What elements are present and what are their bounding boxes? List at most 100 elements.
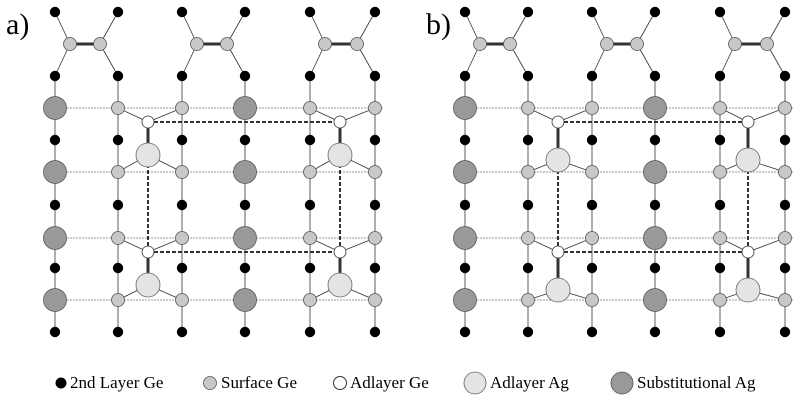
- ag-atom: [546, 148, 570, 172]
- legend-icon: [334, 377, 347, 390]
- black-atom: [113, 7, 123, 17]
- surf-atom: [631, 38, 644, 51]
- black-atom: [305, 263, 315, 273]
- black-atom: [523, 135, 533, 145]
- surf-atom: [761, 38, 774, 51]
- black-atom: [460, 135, 470, 145]
- black-atom: [305, 200, 315, 210]
- black-atom: [240, 7, 250, 17]
- black-atom: [50, 7, 60, 17]
- surf-atom: [176, 166, 189, 179]
- black-atom: [715, 7, 725, 17]
- surf-atom: [64, 38, 77, 51]
- black-atom: [715, 200, 725, 210]
- black-atom: [177, 71, 187, 81]
- black-atom: [460, 327, 470, 337]
- surf-atom: [94, 38, 107, 51]
- surf-atom: [369, 294, 382, 307]
- black-atom: [370, 71, 380, 81]
- figure: a) b) 2nd Layer Ge Surface Ge Adlayer Ge…: [0, 0, 803, 403]
- surf-atom: [369, 102, 382, 115]
- sub-atom: [454, 161, 477, 184]
- surf-atom: [522, 232, 535, 245]
- black-atom: [305, 7, 315, 17]
- black-atom: [113, 135, 123, 145]
- black-atom: [715, 71, 725, 81]
- surf-atom: [221, 38, 234, 51]
- sub-atom: [644, 97, 667, 120]
- black-atom: [177, 135, 187, 145]
- surf-atom: [191, 38, 204, 51]
- black-atom: [460, 71, 470, 81]
- surf-atom: [586, 102, 599, 115]
- black-atom: [305, 135, 315, 145]
- black-atom: [460, 200, 470, 210]
- panel-label: a): [6, 8, 29, 41]
- surf-atom: [522, 294, 535, 307]
- black-atom: [587, 135, 597, 145]
- black-atom: [370, 327, 380, 337]
- ad-atom: [334, 116, 346, 128]
- surf-atom: [779, 102, 792, 115]
- sub-atom: [44, 227, 67, 250]
- surf-atom: [369, 166, 382, 179]
- black-atom: [370, 7, 380, 17]
- black-atom: [523, 7, 533, 17]
- legend-label: Adlayer Ge: [350, 373, 429, 392]
- ag-atom: [136, 273, 160, 297]
- sub-atom: [454, 289, 477, 312]
- black-atom: [50, 327, 60, 337]
- black-atom: [780, 135, 790, 145]
- black-atom: [113, 200, 123, 210]
- black-atom: [780, 7, 790, 17]
- surf-atom: [714, 102, 727, 115]
- surf-atom: [714, 232, 727, 245]
- ad-atom: [334, 246, 346, 258]
- black-atom: [780, 200, 790, 210]
- ag-atom: [136, 143, 160, 167]
- legend-label: Substitutional Ag: [637, 373, 756, 392]
- ad-atom: [742, 116, 754, 128]
- black-atom: [780, 263, 790, 273]
- sub-atom: [234, 161, 257, 184]
- black-atom: [305, 327, 315, 337]
- ad-atom: [552, 246, 564, 258]
- surf-atom: [304, 294, 317, 307]
- ad-atom: [142, 116, 154, 128]
- ag-atom: [736, 278, 760, 302]
- black-atom: [177, 263, 187, 273]
- surf-atom: [176, 232, 189, 245]
- black-atom: [715, 135, 725, 145]
- black-atom: [587, 327, 597, 337]
- sub-atom: [234, 97, 257, 120]
- surf-atom: [522, 102, 535, 115]
- black-atom: [50, 71, 60, 81]
- black-atom: [715, 327, 725, 337]
- legend-label: Surface Ge: [221, 373, 297, 392]
- ag-atom: [736, 148, 760, 172]
- black-atom: [587, 200, 597, 210]
- black-atom: [370, 200, 380, 210]
- legend-icon: [464, 372, 486, 394]
- surf-atom: [112, 232, 125, 245]
- surf-atom: [304, 102, 317, 115]
- surf-atom: [586, 166, 599, 179]
- ag-atom: [328, 273, 352, 297]
- black-atom: [50, 200, 60, 210]
- sub-atom: [644, 289, 667, 312]
- black-atom: [240, 135, 250, 145]
- surf-atom: [112, 102, 125, 115]
- black-atom: [715, 263, 725, 273]
- surf-atom: [369, 232, 382, 245]
- surf-atom: [176, 294, 189, 307]
- surf-atom: [319, 38, 332, 51]
- black-atom: [780, 327, 790, 337]
- ag-atom: [546, 278, 570, 302]
- sub-atom: [44, 289, 67, 312]
- surf-atom: [714, 294, 727, 307]
- surf-atom: [714, 166, 727, 179]
- ad-atom: [742, 246, 754, 258]
- black-atom: [113, 263, 123, 273]
- black-atom: [650, 7, 660, 17]
- black-atom: [523, 327, 533, 337]
